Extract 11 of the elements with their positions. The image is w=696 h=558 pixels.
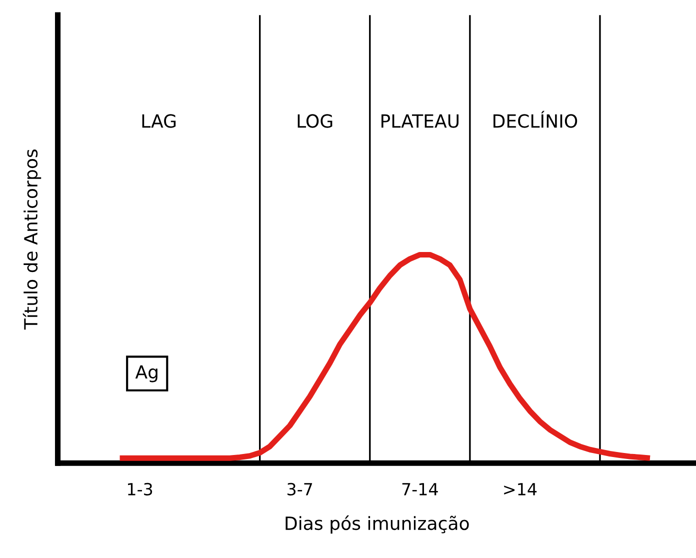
y-axis-title: Título de Anticorpos <box>22 150 42 330</box>
x-tick-label: 7-14 <box>402 483 438 496</box>
x-tick-label: >14 <box>504 483 537 496</box>
x-tick-label: 3-7 <box>288 482 312 496</box>
x-axis-title: Dias pós imunização <box>286 515 469 534</box>
text: LAG <box>142 114 176 128</box>
text: PLATEAU <box>382 114 458 128</box>
text: DECLÍNIO <box>494 110 578 128</box>
text: LOG <box>298 114 332 128</box>
annotation: Ag <box>135 365 158 382</box>
x-tick-label: 1-3 <box>128 482 152 496</box>
